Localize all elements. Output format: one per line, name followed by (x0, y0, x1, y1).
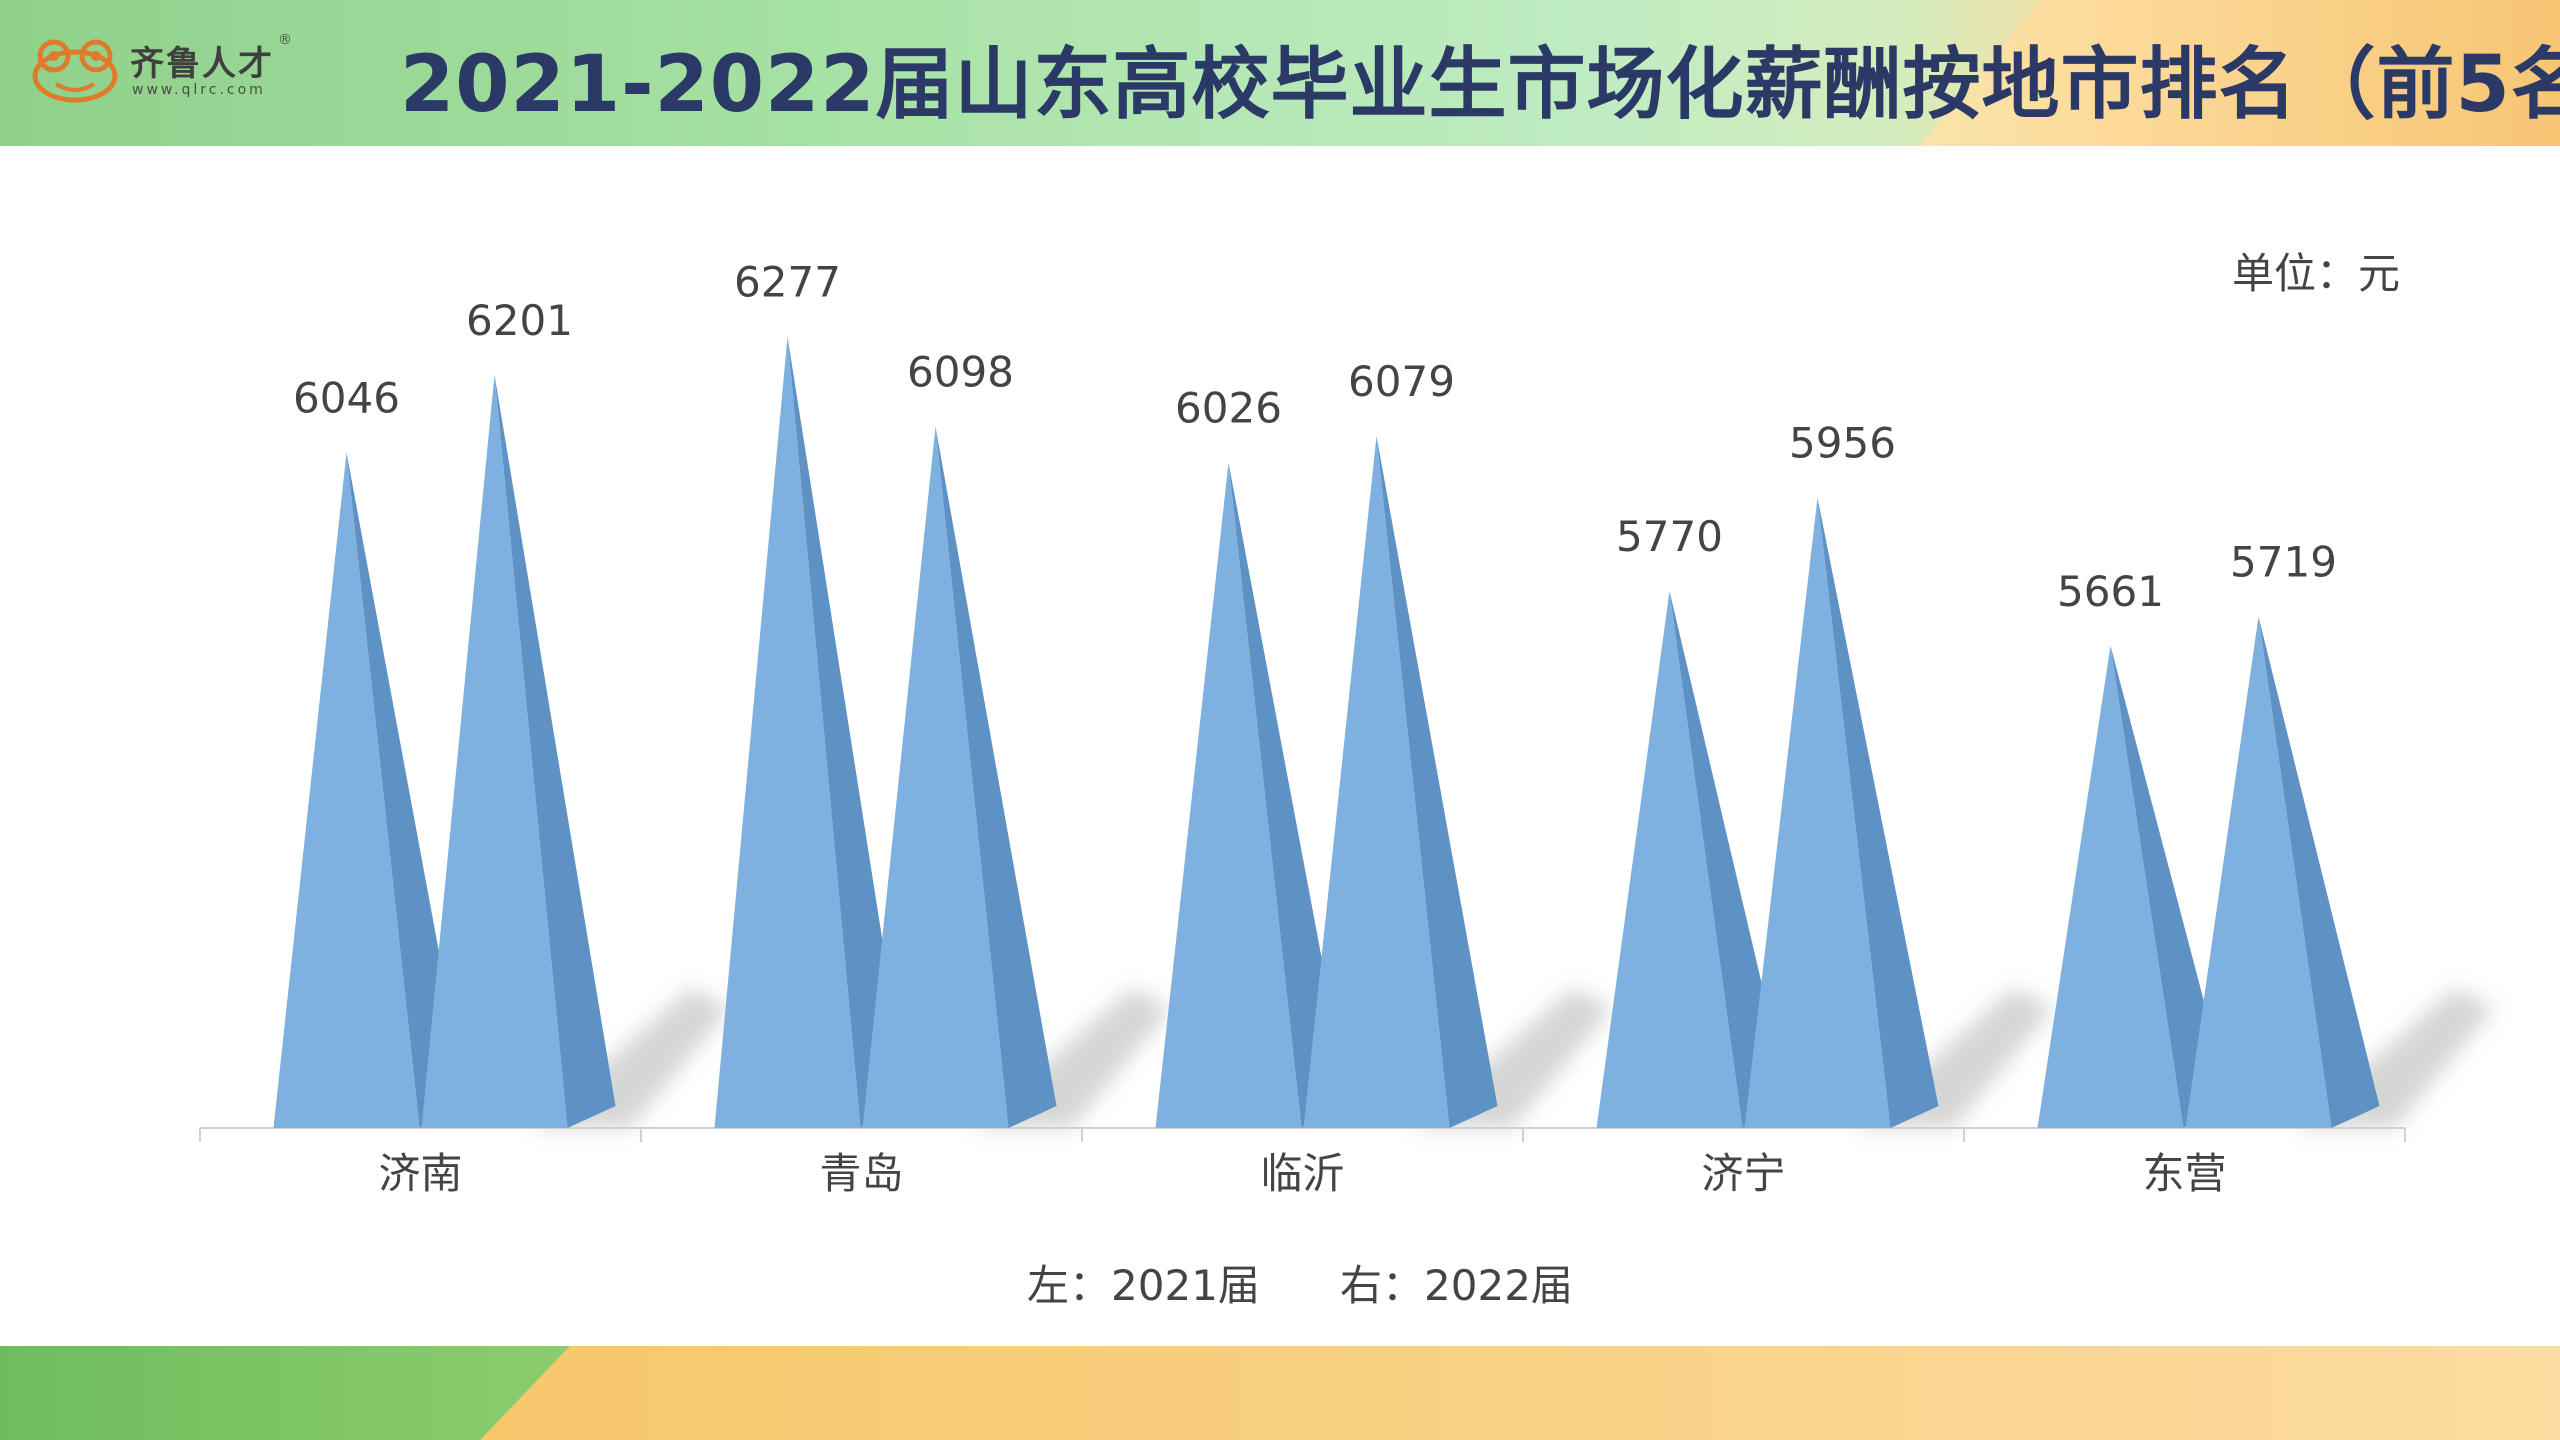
footer-accent (0, 1346, 570, 1440)
bar (2185, 616, 2332, 1128)
data-label: 5770 (1616, 512, 1723, 561)
bar (714, 336, 861, 1129)
x-tick-label: 青岛 (819, 1149, 903, 1198)
x-tick-label: 东营 (2142, 1149, 2226, 1198)
frog-logo-icon (32, 39, 118, 103)
data-label: 6277 (734, 258, 841, 307)
bar-side-face (1376, 435, 1498, 1128)
data-label: 6046 (293, 374, 400, 423)
unit-label: 单位：元 (2232, 249, 2400, 298)
legend-text: 左：2021届 右：2022届 (1027, 1261, 1573, 1310)
bar (1303, 435, 1450, 1128)
header-band: 齐鲁人才 ® www.qlrc.com 2021-2022届山东高校毕业生市场化… (0, 0, 2560, 146)
bars-layer (273, 336, 2380, 1129)
bar (1155, 462, 1302, 1128)
x-tick-label: 济南 (378, 1149, 462, 1198)
header-accent (1920, 0, 2560, 146)
data-label: 5661 (2057, 567, 2164, 616)
axis-layer (199, 1127, 2406, 1142)
bar (2037, 645, 2184, 1128)
logo-name: 齐鲁人才 (130, 44, 274, 84)
bar-side-face (1817, 497, 1939, 1128)
bar-side-face (2258, 616, 2380, 1128)
logo: 齐鲁人才 ® www.qlrc.com (30, 30, 300, 110)
bar (273, 452, 420, 1128)
data-label: 5719 (2230, 538, 2337, 587)
bar-side-face (2110, 645, 2232, 1128)
bar-side-face (787, 336, 909, 1129)
bar (421, 374, 568, 1129)
bar (1596, 591, 1743, 1128)
logo-registered-mark: ® (278, 32, 292, 48)
data-label: 6201 (466, 296, 573, 345)
page-title: 2021-2022届山东高校毕业生市场化薪酬按地市排名（前5名） (400, 40, 2560, 130)
data-label: 5956 (1789, 419, 1896, 468)
data-label: 6098 (907, 347, 1014, 396)
labels-layer: 济南 6046 6201 青岛 6277 6098 临沂 6026 6079 济宁 5770 5956… (293, 249, 2400, 1310)
data-label: 6079 (1348, 357, 1455, 406)
bar-side-face (494, 374, 616, 1129)
x-tick-label: 济宁 (1701, 1149, 1785, 1198)
bar-side-face (935, 426, 1057, 1128)
logo-url: www.qlrc.com (132, 82, 266, 98)
bar-side-face (1228, 462, 1350, 1128)
bar-side-face (346, 452, 468, 1128)
bar (862, 426, 1009, 1128)
x-tick-label: 临沂 (1260, 1149, 1344, 1198)
data-label: 6026 (1175, 384, 1282, 433)
bar (1744, 497, 1891, 1128)
footer-band (0, 1346, 2560, 1440)
